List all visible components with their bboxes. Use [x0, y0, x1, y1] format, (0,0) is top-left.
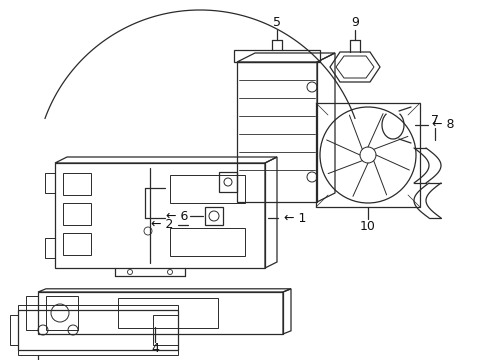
Text: 4: 4: [151, 342, 159, 355]
Text: 9: 9: [351, 15, 359, 28]
Text: ← 1: ← 1: [284, 211, 306, 225]
Text: ← 8: ← 8: [432, 118, 454, 131]
Text: ← 6: ← 6: [166, 210, 188, 222]
Text: ← 2: ← 2: [151, 219, 173, 231]
Text: 10: 10: [360, 220, 376, 234]
Text: 5: 5: [273, 15, 281, 28]
Text: 7: 7: [431, 113, 439, 126]
